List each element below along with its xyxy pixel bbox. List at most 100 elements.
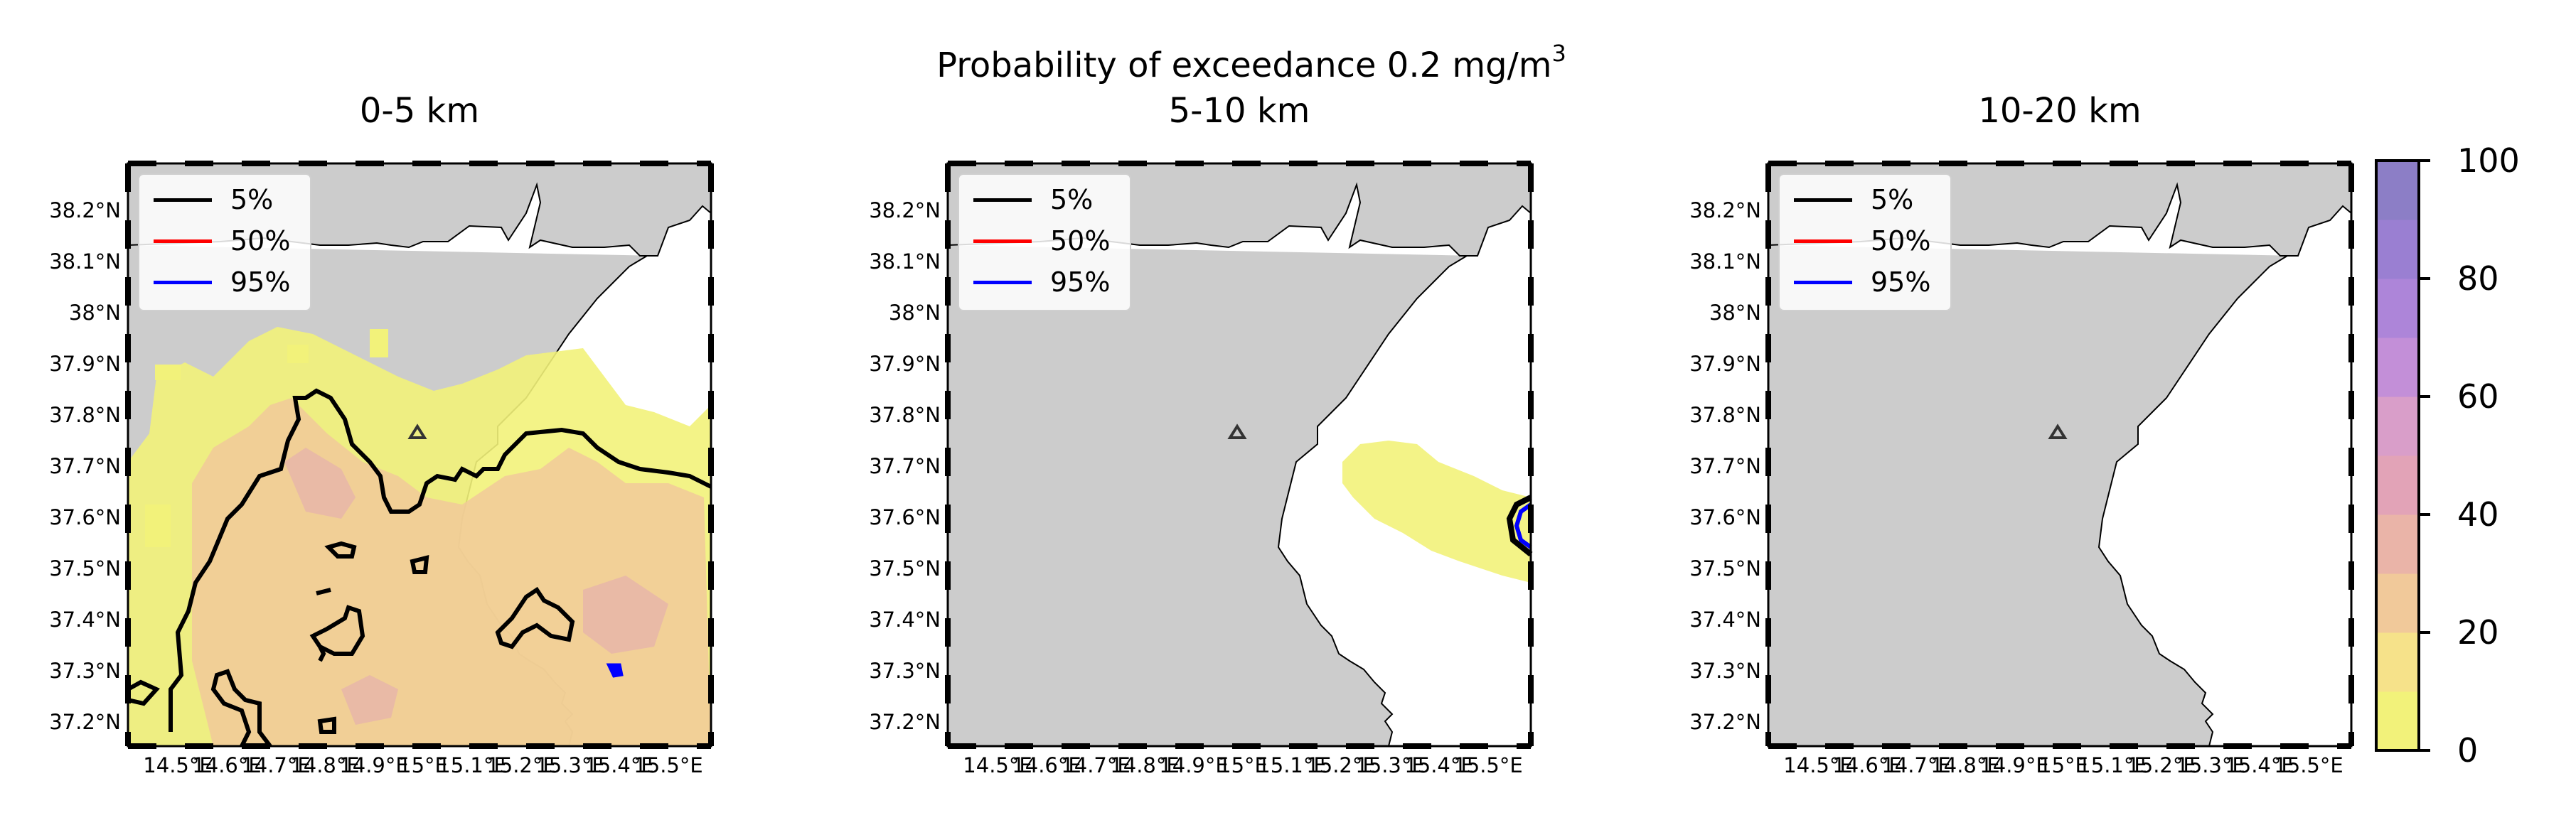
legend-entry-50: 50% [973, 222, 1110, 260]
volcano-marker [407, 424, 427, 439]
lat-tick-label: 37.9°N [869, 352, 941, 376]
lat-tick-label: 37.5°N [49, 556, 121, 581]
lat-tick-label: 38°N [1709, 301, 1761, 325]
contour-5-percent [1506, 495, 1533, 557]
lon-tick-label: 15.3°E [2176, 753, 2245, 777]
probability-area-small [370, 329, 388, 357]
lat-tick-label: 37.6°N [1689, 505, 1761, 529]
legend-entry-95: 95% [1794, 263, 1930, 301]
lon-tick-label: 14.6°E [1832, 753, 1902, 777]
lat-tick-label: 37.5°N [869, 556, 941, 581]
panel-title-3: 10-20 km [1978, 91, 2142, 131]
lon-tick-label: 15.3°E [1355, 753, 1425, 777]
colorbar-tick-label: 80 [2457, 259, 2499, 298]
contour-95-percent [606, 663, 624, 678]
lat-tick-label: 37.8°N [869, 403, 941, 427]
lon-tick-label: 15.1°E [2078, 753, 2147, 777]
lon-tick-label: 14.8°E [1930, 753, 2000, 777]
lon-tick-label: 15°E [2038, 753, 2088, 777]
colorbar [2375, 159, 2430, 752]
probability-area-low [1342, 441, 1531, 583]
lat-tick-label: 37.9°N [49, 352, 121, 376]
colorbar-segment [2376, 632, 2419, 692]
legend-entry-95: 95% [973, 263, 1110, 301]
legend-panel-1: 5% 50% 95% [138, 173, 311, 311]
lat-tick-label: 37.7°N [869, 454, 941, 478]
lat-tick-label: 38.2°N [49, 198, 121, 222]
lat-tick-label: 37.3°N [1689, 659, 1761, 683]
map-border-dashes [945, 161, 1534, 749]
colorbar-segment [2376, 220, 2419, 279]
panel-title-2: 5-10 km [1168, 91, 1310, 131]
lat-tick-label: 38°N [68, 301, 121, 325]
lon-tick-label: 14.9°E [339, 753, 409, 777]
lat-tick-label: 37.9°N [1689, 352, 1761, 376]
lon-tick-label: 14.5°E [963, 753, 1032, 777]
lat-tick-label: 37.4°N [49, 608, 121, 632]
lat-tick-label: 37.8°N [49, 403, 121, 427]
colorbar-segment [2376, 573, 2419, 633]
lon-tick-label: 15°E [1218, 753, 1268, 777]
legend-entry-5: 5% [1794, 180, 1913, 219]
lon-tick-label: 15.5°E [1453, 753, 1523, 777]
colorbar-segment [2376, 161, 2419, 220]
colorbar-segment [2376, 455, 2419, 515]
colorbar-tick-label: 60 [2457, 377, 2499, 416]
lat-tick-label: 38.1°N [869, 249, 941, 274]
volcano-marker [1227, 424, 1247, 439]
colorbar-segment [2376, 514, 2419, 574]
lon-tick-label: 15.1°E [1257, 753, 1327, 777]
figure-suptitle: Probability of exceedance 0.2 mg/m3 [936, 40, 1566, 85]
probability-area-small [287, 345, 309, 363]
legend-entry-5: 5% [973, 180, 1093, 219]
legend-entry-95: 95% [154, 263, 290, 301]
lat-tick-label: 37.3°N [869, 659, 941, 683]
lon-tick-label: 14.5°E [143, 753, 213, 777]
lat-tick-label: 37.4°N [869, 608, 941, 632]
legend-entry-50: 50% [154, 222, 290, 260]
lon-tick-label: 15.1°E [437, 753, 507, 777]
lon-tick-label: 15.5°E [2274, 753, 2343, 777]
volcano-marker [2048, 424, 2068, 439]
probability-area-small [155, 365, 181, 380]
lat-tick-label: 37.8°N [1689, 403, 1761, 427]
contour-95-percent [1514, 502, 1532, 549]
lon-tick-label: 15.5°E [634, 753, 703, 777]
lon-tick-label: 15.3°E [535, 753, 605, 777]
lat-tick-label: 37.2°N [869, 710, 941, 734]
map-panel-1 [125, 161, 714, 749]
lon-tick-label: 14.8°E [290, 753, 360, 777]
lon-tick-label: 14.7°E [1881, 753, 1951, 777]
lat-tick-label: 37.2°N [1689, 710, 1761, 734]
colorbar-tick-label: 20 [2457, 613, 2499, 652]
map-panel-3 [1765, 161, 2354, 749]
probability-area-high [284, 448, 668, 725]
lat-tick-label: 37.3°N [49, 659, 121, 683]
lon-tick-label: 14.6°E [192, 753, 262, 777]
lon-tick-label: 15.2°E [1306, 753, 1376, 777]
lat-tick-label: 37.4°N [1689, 608, 1761, 632]
lat-tick-label: 37.6°N [49, 505, 121, 529]
colorbar-segment [2376, 279, 2419, 338]
lat-tick-label: 37.7°N [49, 454, 121, 478]
panel-title-1: 0-5 km [359, 91, 480, 131]
lat-tick-label: 38°N [888, 301, 941, 325]
lat-tick-label: 37.6°N [869, 505, 941, 529]
lat-tick-label: 38.2°N [869, 198, 941, 222]
lat-tick-label: 38.2°N [1689, 198, 1761, 222]
lat-tick-label: 38.1°N [49, 249, 121, 274]
lat-tick-label: 37.7°N [1689, 454, 1761, 478]
lon-tick-label: 14.9°E [1159, 753, 1229, 777]
lat-tick-label: 37.5°N [1689, 556, 1761, 581]
colorbar-tick-label: 40 [2457, 495, 2499, 534]
colorbar-frame [2375, 159, 2420, 752]
legend-entry-50: 50% [1794, 222, 1930, 260]
lat-tick-label: 38.1°N [1689, 249, 1761, 274]
map-border-dashes [125, 161, 714, 749]
lat-tick-label: 37.2°N [49, 710, 121, 734]
legend-panel-2: 5% 50% 95% [958, 173, 1131, 311]
lon-tick-label: 15.2°E [486, 753, 556, 777]
legend-panel-3: 5% 50% 95% [1778, 173, 1952, 311]
lon-tick-label: 14.7°E [241, 753, 311, 777]
colorbar-segment [2376, 397, 2419, 456]
